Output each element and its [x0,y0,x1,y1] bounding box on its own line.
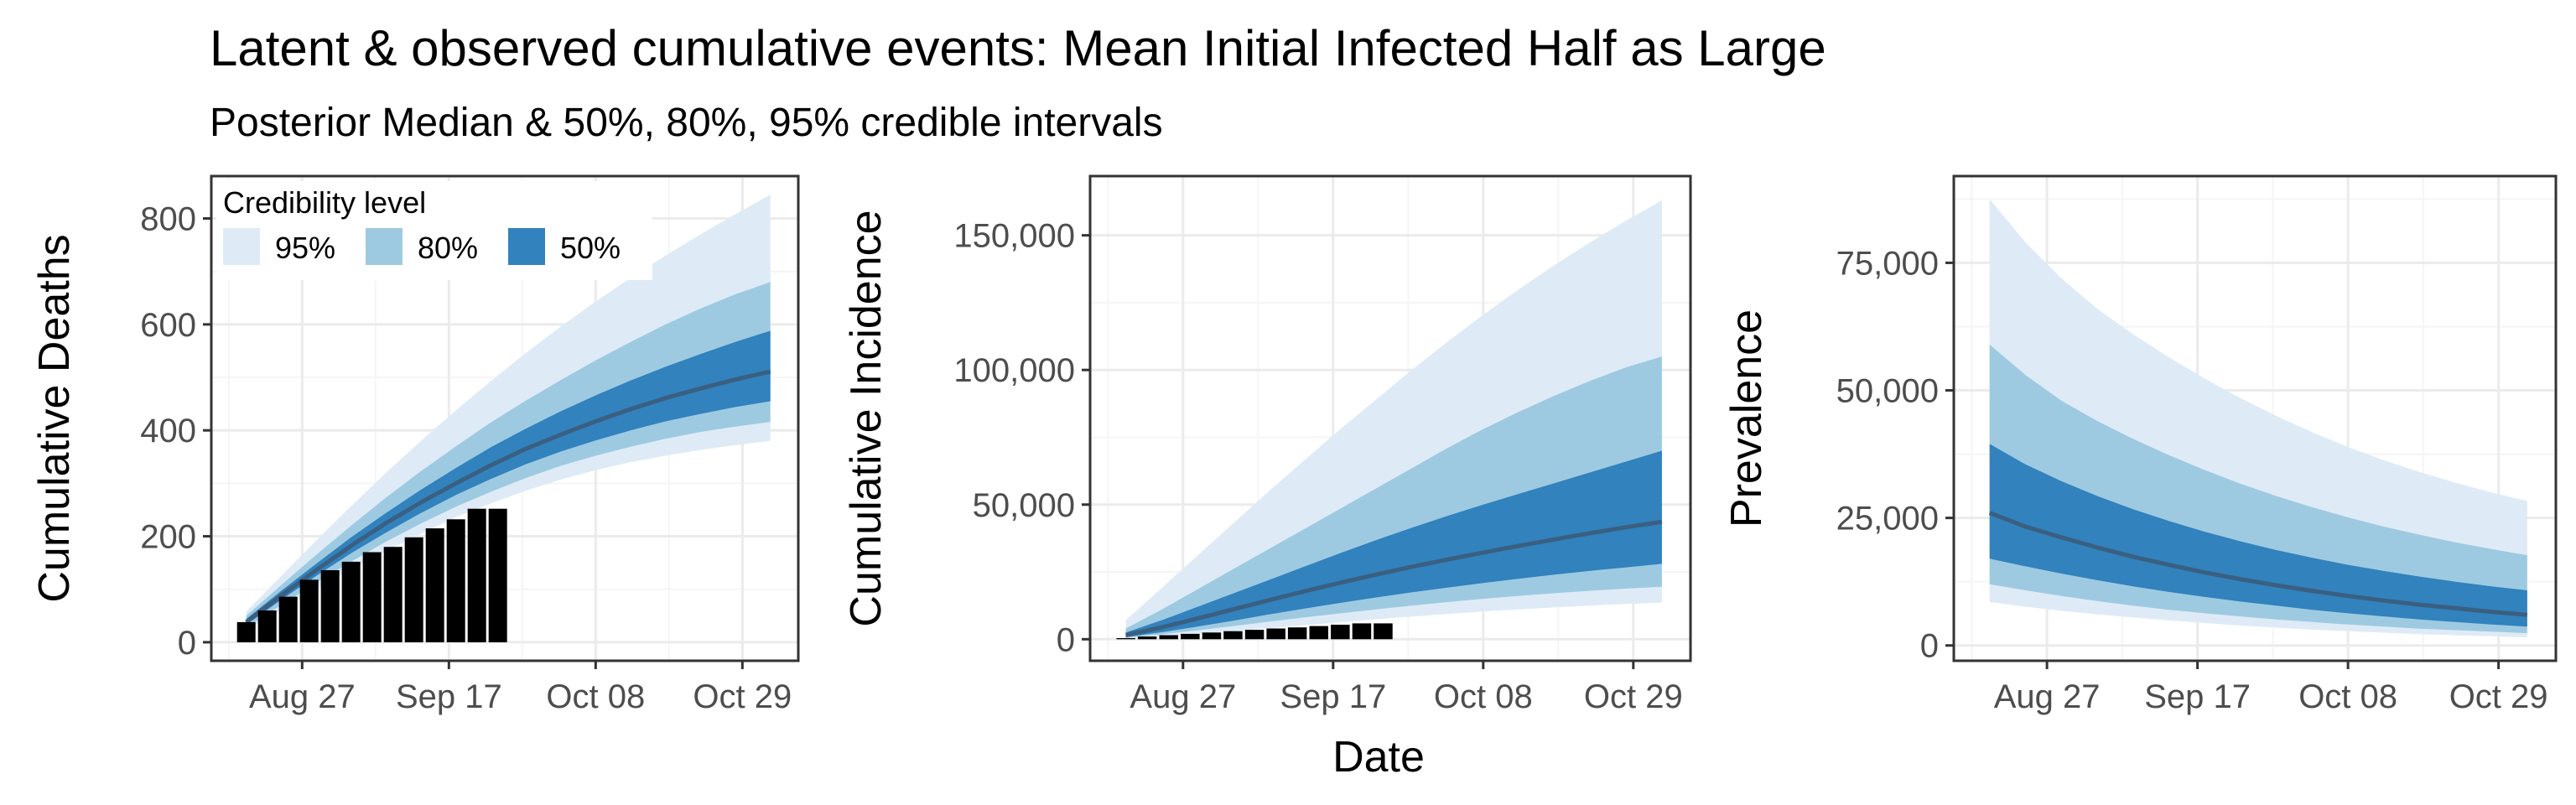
observed-bar [1352,623,1372,640]
observed-bar [383,547,402,642]
panel-border [1952,174,2558,662]
x-tick-label: Aug 27 [1130,678,1236,715]
observed-bar [1244,630,1265,640]
observed-bar [1266,628,1285,640]
y-tick-label: 100,000 [953,352,1075,389]
x-tick-label: Oct 29 [1584,678,1683,715]
panels: 0 200 400 600 800 Aug 27 Sep 17 Oct 08 Oct 29 Cum… [30,174,2558,715]
y-tick-label: 400 [140,413,196,449]
y-tick-label: 800 [140,201,196,238]
x-tick-label: Sep 17 [2144,678,2251,715]
y-tick-label: 50,000 [1836,373,1939,410]
observed-bar [1287,627,1307,640]
median-line [1125,519,1663,637]
x-tick-label: Aug 27 [1994,678,2101,715]
panel-border [210,174,800,662]
observed-bar [1116,638,1135,640]
legend-label: 95% [275,231,335,265]
band-50 [1989,444,2527,627]
observed-bar [1223,631,1243,640]
y-tick-label: 25,000 [1836,501,1939,538]
y-axis-label: Prevalence [1722,309,1771,527]
panel-border [1088,174,1692,662]
observed-bar [278,596,298,642]
observed-bar [236,621,256,642]
panel-1: 0 200 400 600 800 Aug 27 Sep 17 Oct 08 Oct 29 Cum… [30,174,800,715]
y-tick-label: 0 [1920,628,1939,665]
observed-bar [341,561,361,642]
observed-bar [1331,625,1350,640]
x-tick-label: Aug 27 [249,678,356,715]
y-tick-label: 200 [140,519,196,556]
panel-3: 0 25,000 50,000 75,000 Aug 27 Sep 17 Oct 08 Oct… [1722,174,2558,715]
observed-bar [1374,623,1393,640]
x-axis-label: Date [1332,733,1425,782]
y-tick-label: 0 [178,625,196,662]
figure-subtitle: Posterior Median & 50%, 80%, 95% credibl… [210,101,1163,145]
x-tick-label: Oct 08 [546,678,645,715]
observed-bar [1137,636,1157,640]
panel-2: 0 50,000 100,000 150,000 Aug 27 Sep 17 Oct 08 O… [842,174,1692,715]
y-axis-label: Cumulative Deaths [30,234,79,602]
legend-key-80 [366,228,402,265]
observed-bar [404,537,423,642]
observed-bar [446,519,465,642]
observed-bar [1181,633,1200,640]
median-line [245,369,771,624]
observed-bar [1309,626,1328,640]
observed-bar [299,579,319,642]
x-tick-label: Oct 08 [2298,678,2397,715]
observed-bar [488,508,507,642]
y-tick-label: 75,000 [1836,245,1939,282]
figure-title: Latent & observed cumulative events: Mea… [210,20,1826,76]
legend-key-50 [508,228,545,265]
observed-bar [467,508,486,642]
y-tick-label: 0 [1057,621,1075,658]
band-50 [1125,450,1662,637]
legend: Credibility level 95% 80% 50% [216,181,652,280]
observed-bar [362,552,382,642]
y-tick-label: 600 [140,307,196,344]
observed-bar [1202,632,1222,640]
legend-title: Credibility level [223,185,426,220]
x-tick-label: Sep 17 [396,678,502,715]
observed-bar [320,570,340,642]
observed-bar [1159,635,1178,640]
y-axis-label: Cumulative Incidence [842,210,891,626]
legend-background [216,181,652,280]
legend-key-95 [223,228,260,265]
median-line [1988,511,2528,617]
y-tick-label: 50,000 [973,487,1075,524]
x-tick-label: Sep 17 [1280,678,1386,715]
x-tick-label: Oct 29 [693,678,792,715]
x-tick-label: Oct 08 [1434,678,1533,715]
y-tick-label: 150,000 [953,218,1075,255]
observed-bar [425,528,444,642]
legend-label: 50% [560,231,621,265]
x-tick-label: Oct 29 [2449,678,2548,715]
legend-label: 80% [418,231,478,265]
observed-bar [257,610,277,642]
